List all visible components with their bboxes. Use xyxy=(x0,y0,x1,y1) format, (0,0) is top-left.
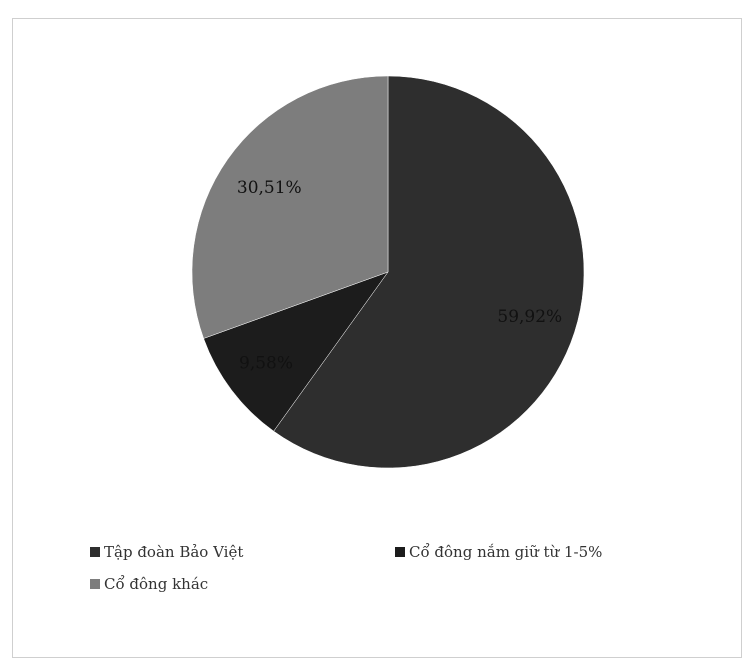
legend-item-co-dong-khac: Cổ đông khác xyxy=(90,575,208,593)
legend-item-tap-doan-bao-viet: Tập đoàn Bảo Việt xyxy=(90,543,243,561)
legend-swatch xyxy=(90,579,100,589)
data-label-tap-doan-bao-viet: 59,92% xyxy=(497,307,562,327)
legend-label: Tập đoàn Bảo Việt xyxy=(104,543,244,561)
pie-slice-co-dong-khac xyxy=(191,75,389,339)
legend-swatch xyxy=(395,547,405,557)
pie-chart: 59,92% 9,58% 30,51% xyxy=(191,75,585,469)
legend-swatch xyxy=(90,547,100,557)
legend-item-co-dong-nam-giu: Cổ đông nắm giữ từ 1-5% xyxy=(395,543,602,561)
legend-label: Cổ đông khác xyxy=(104,575,209,593)
pie-slice-tap-doan-bao-viet xyxy=(273,75,585,469)
pie-slice-co-dong-nam-giu xyxy=(203,271,389,432)
data-label-co-dong-khac: 30,51% xyxy=(237,178,302,198)
legend-label: Cổ đông nắm giữ từ 1-5% xyxy=(409,543,603,561)
data-label-co-dong-nam-giu: 9,58% xyxy=(239,354,293,374)
